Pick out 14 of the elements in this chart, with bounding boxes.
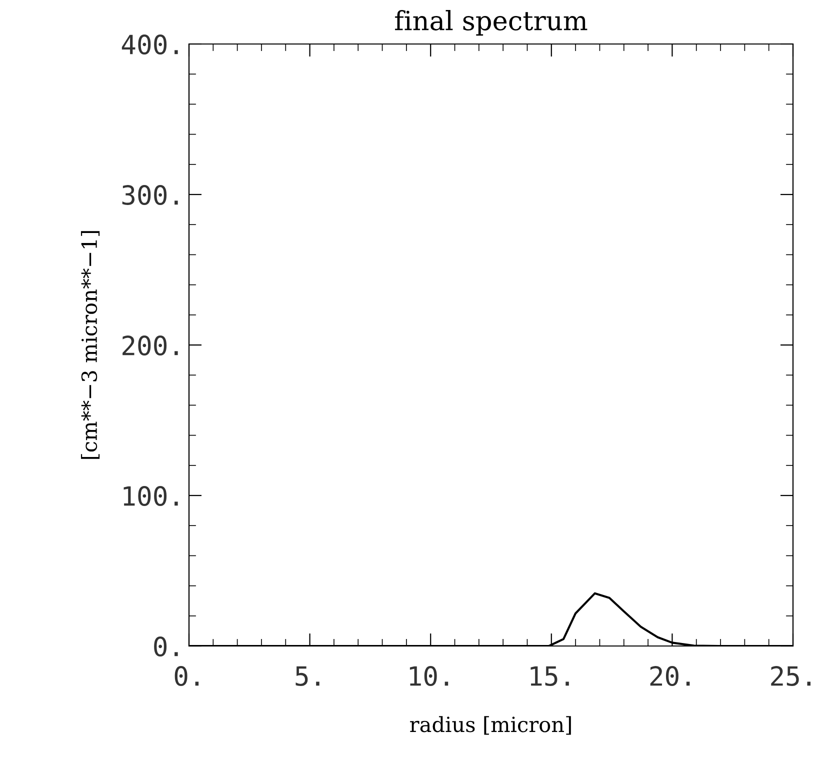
y-tick-label: 0. bbox=[154, 636, 178, 656]
y-tick-label: 100. bbox=[124, 486, 178, 506]
x-tick-label: 0. bbox=[174, 666, 199, 686]
x-tick-label: 25. bbox=[771, 666, 810, 686]
x-axis-title: radius [micron] bbox=[410, 716, 571, 735]
y-tick-label: 300. bbox=[122, 185, 178, 205]
x-tick-label: 15. bbox=[530, 666, 569, 686]
x-tick-label: 10. bbox=[410, 666, 448, 686]
chart-title: final spectrum bbox=[395, 10, 588, 36]
y-tick-label: 200. bbox=[122, 336, 178, 356]
y-tick-label: 400. bbox=[122, 34, 178, 54]
y-axis-title: [cm**−3 micron**−1] bbox=[80, 231, 100, 459]
x-tick-label: 20. bbox=[650, 666, 690, 686]
x-tick-label: 5. bbox=[296, 666, 320, 686]
